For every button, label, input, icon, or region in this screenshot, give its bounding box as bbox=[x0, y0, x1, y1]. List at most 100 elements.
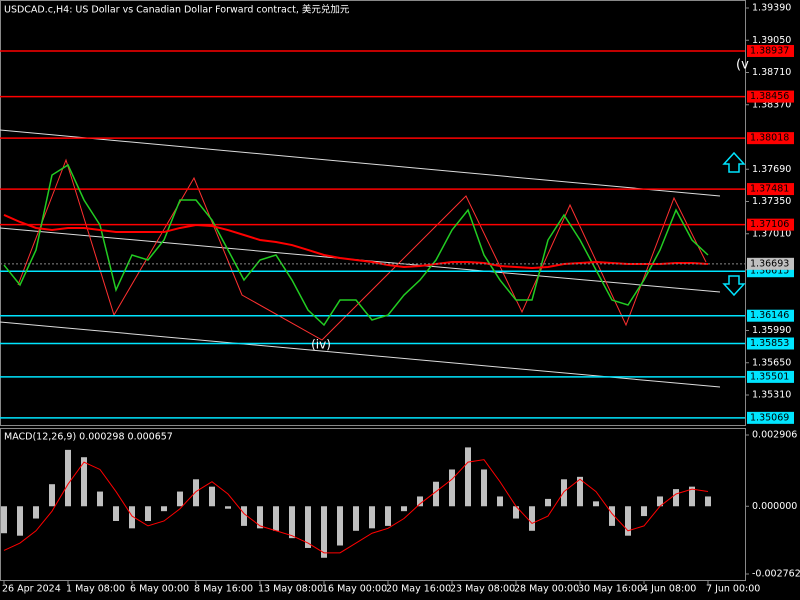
level-label: 1.35069 bbox=[750, 412, 789, 423]
y-tick-label: 1.39390 bbox=[752, 3, 791, 14]
x-tick-label: 23 May 08:00 bbox=[450, 584, 515, 595]
y-tick-label: 1.38370 bbox=[752, 99, 791, 110]
macd-bar bbox=[113, 506, 119, 521]
macd-bar bbox=[433, 481, 439, 507]
level-label: 1.37106 bbox=[750, 219, 789, 230]
macd-bar bbox=[209, 486, 215, 507]
macd-bar bbox=[1, 506, 7, 534]
macd-bar bbox=[625, 506, 631, 536]
level-label-box bbox=[747, 337, 794, 350]
y-tick-label: -0.002762 bbox=[752, 569, 800, 580]
macd-bar bbox=[657, 496, 663, 507]
y-tick-label: 1.37690 bbox=[752, 164, 791, 175]
last-price-box bbox=[747, 257, 794, 270]
macd-bar bbox=[193, 479, 199, 507]
y-tick-label: 1.35990 bbox=[752, 325, 791, 336]
last-price-label: 1.36693 bbox=[750, 258, 789, 269]
level-label-box bbox=[747, 309, 794, 322]
macd-bar bbox=[145, 506, 151, 521]
macd-bar bbox=[289, 506, 295, 539]
macd-bar bbox=[593, 501, 599, 507]
zigzag bbox=[17, 158, 707, 341]
macd-bar bbox=[705, 496, 711, 507]
x-tick-label: 16 May 00:00 bbox=[322, 584, 387, 595]
price-line bbox=[3, 163, 709, 327]
macd-bar bbox=[257, 506, 263, 529]
macd-bar bbox=[481, 469, 487, 507]
x-tick-label: 13 May 08:00 bbox=[258, 584, 323, 595]
up-arrow bbox=[722, 151, 746, 173]
macd-bar bbox=[161, 506, 167, 512]
macd-bar bbox=[129, 506, 135, 529]
x-tick-label: 1 May 08:00 bbox=[66, 584, 125, 595]
down-arrow bbox=[722, 275, 746, 297]
macd-title: MACD(12,26,9) 0.000298 0.000657 bbox=[4, 432, 173, 443]
y-tick-label: 0.002906 bbox=[752, 430, 797, 441]
level-label-box bbox=[747, 132, 794, 145]
x-tick-label: 8 May 16:00 bbox=[194, 584, 253, 595]
macd-bar bbox=[449, 469, 455, 507]
y-tick-label: 1.37010 bbox=[752, 228, 791, 239]
macd-bar bbox=[513, 506, 519, 519]
macd-bar bbox=[417, 496, 423, 507]
level-label: 1.38456 bbox=[750, 91, 789, 102]
level-label: 1.36146 bbox=[750, 310, 789, 321]
main-frame bbox=[0, 0, 746, 426]
macd-bar bbox=[545, 498, 551, 507]
level-label: 1.37481 bbox=[750, 184, 789, 195]
macd-bar bbox=[641, 506, 647, 517]
macd-bar bbox=[241, 506, 247, 526]
x-tick-label: 7 Jun 00:00 bbox=[706, 584, 760, 595]
level-label-box bbox=[747, 183, 794, 196]
level-label-box bbox=[747, 44, 794, 57]
level-label: 1.35853 bbox=[750, 338, 789, 349]
macd-bar bbox=[353, 506, 359, 531]
macd-bar bbox=[33, 506, 39, 519]
moving-average bbox=[3, 214, 709, 269]
level-label-box bbox=[747, 218, 794, 231]
macd-bar bbox=[225, 506, 231, 509]
macd-bar bbox=[305, 506, 311, 548]
macd-bar bbox=[385, 506, 391, 526]
macd-bar bbox=[273, 506, 279, 531]
level-label-box bbox=[747, 370, 794, 383]
macd-bar bbox=[577, 476, 583, 507]
macd-bar bbox=[177, 491, 183, 507]
x-tick-label: 6 May 00:00 bbox=[130, 584, 189, 595]
channel-line bbox=[0, 129, 721, 197]
macd-bar bbox=[465, 447, 471, 507]
x-tick-label: 4 Jun 08:00 bbox=[642, 584, 696, 595]
level-label-box bbox=[747, 90, 794, 103]
macd-bar bbox=[369, 506, 375, 529]
y-tick-label: 1.35650 bbox=[752, 357, 791, 368]
y-tick-label: 0.000000 bbox=[752, 501, 797, 512]
y-tick-label: 1.38710 bbox=[752, 67, 791, 78]
x-tick-label: 20 May 16:00 bbox=[386, 584, 451, 595]
macd-bar bbox=[321, 506, 327, 558]
wave-label: (iv) bbox=[311, 338, 331, 352]
y-tick-label: 1.35310 bbox=[752, 390, 791, 401]
x-tick-label: 26 Apr 2024 bbox=[2, 584, 61, 595]
signal-line bbox=[3, 459, 709, 554]
macd-frame bbox=[0, 428, 746, 581]
x-tick-label: 30 May 16:00 bbox=[578, 584, 643, 595]
y-tick-label: 1.39050 bbox=[752, 35, 791, 46]
macd-bar bbox=[689, 486, 695, 507]
macd-bar bbox=[65, 449, 71, 507]
macd-bar bbox=[673, 489, 679, 507]
level-label: 1.35501 bbox=[750, 371, 789, 382]
chart-title: USDCAD.c,H4: US Dollar vs Canadian Dolla… bbox=[4, 4, 350, 16]
macd-bar bbox=[337, 506, 343, 546]
macd-bar bbox=[97, 491, 103, 507]
macd-bar bbox=[17, 506, 23, 536]
level-label-box bbox=[747, 411, 794, 424]
level-label: 1.36615 bbox=[750, 266, 789, 277]
macd-bar bbox=[497, 496, 503, 507]
macd-bar bbox=[609, 506, 615, 526]
level-label: 1.38937 bbox=[750, 45, 789, 56]
macd-bar bbox=[529, 506, 535, 531]
wave-label: (v bbox=[736, 58, 749, 73]
macd-bar bbox=[81, 457, 87, 507]
y-tick-label: 1.37350 bbox=[752, 196, 791, 207]
